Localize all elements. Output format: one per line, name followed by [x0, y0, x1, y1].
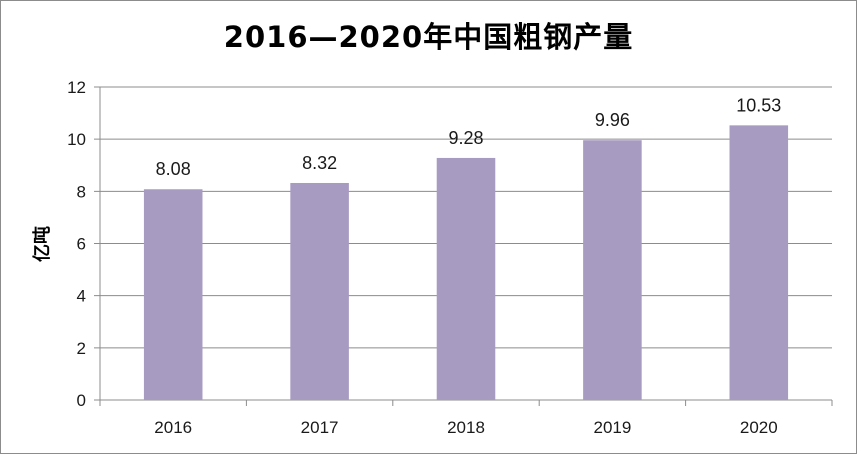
axes — [99, 87, 833, 406]
data-labels: 8.08 8.32 9.28 9.96 10.53 — [156, 95, 782, 179]
bars — [143, 125, 789, 400]
x-tick-label: 2016 — [154, 418, 192, 437]
y-tick-label: 0 — [77, 391, 86, 410]
bar-2020 — [729, 125, 789, 400]
x-tick-label: 2018 — [447, 418, 485, 437]
data-label: 10.53 — [736, 95, 781, 115]
data-label: 8.08 — [156, 159, 191, 179]
x-tick-label: 2019 — [593, 418, 631, 437]
y-axis-label: 亿吨 — [31, 226, 53, 262]
y-tick-label: 6 — [77, 235, 86, 254]
y-tick-label: 12 — [67, 78, 86, 97]
y-tick-label: 4 — [77, 287, 86, 306]
bar-2019 — [583, 140, 642, 400]
data-label: 9.96 — [595, 110, 630, 130]
x-tick-label: 2017 — [301, 418, 339, 437]
y-tick-label: 2 — [77, 339, 86, 358]
data-label: 8.32 — [302, 153, 337, 173]
data-label: 9.28 — [448, 128, 483, 148]
chart-title: 2016—2020年中国粗钢产量 — [223, 20, 634, 54]
bar-2017 — [290, 182, 349, 400]
bar-2018 — [436, 157, 496, 400]
y-tick-labels: 0 2 4 6 8 10 12 — [67, 78, 86, 410]
x-tick-label: 2020 — [740, 418, 778, 437]
bar-2016 — [143, 189, 203, 400]
y-tick-label: 8 — [77, 182, 86, 201]
y-tick-label: 10 — [67, 130, 86, 149]
x-tick-labels: 2016 2017 2018 2019 2020 — [154, 418, 777, 437]
